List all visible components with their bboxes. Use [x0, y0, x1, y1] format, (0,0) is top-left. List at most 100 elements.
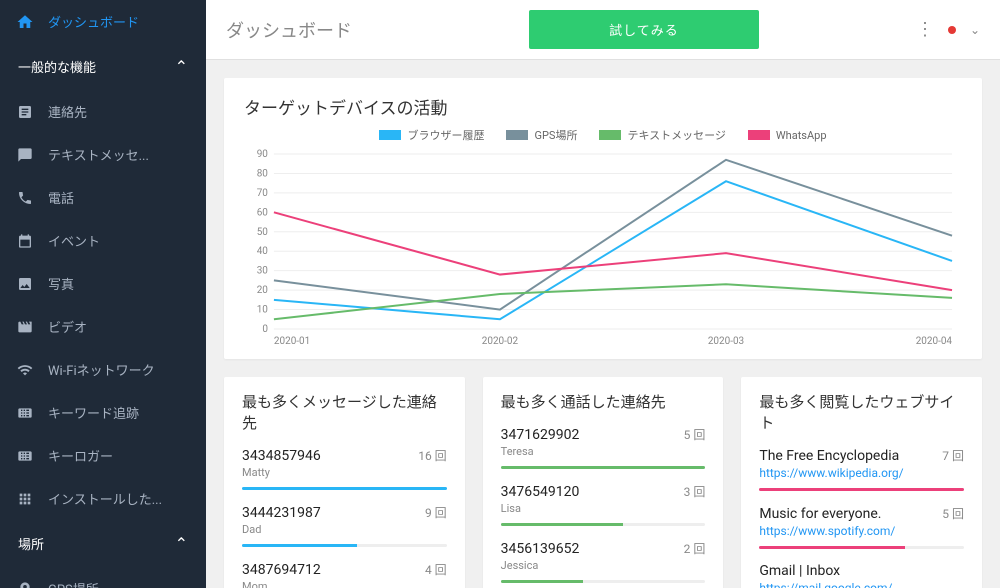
item-bar	[242, 487, 447, 490]
item-main: Music for everyone.	[759, 506, 881, 522]
item-sub: Mom	[242, 580, 447, 588]
legend-swatch	[599, 130, 621, 140]
legend-item: ブラウザー履歴	[379, 127, 484, 143]
legend-label: GPS場所	[534, 127, 577, 143]
sidebar-section-location[interactable]: 場所 ⌃	[0, 520, 206, 567]
sidebar-label: テキストメッセ...	[48, 145, 149, 164]
item-count: 5 回	[684, 426, 706, 443]
svg-text:0: 0	[262, 324, 268, 335]
chart-title: ターゲットデバイスの活動	[244, 94, 962, 119]
item-sub: Matty	[242, 466, 447, 479]
msg-icon	[16, 146, 34, 164]
phone-icon	[16, 189, 34, 207]
sidebar-item-location-0[interactable]: GPS場所	[0, 567, 206, 588]
item-main: Gmail | Inbox	[759, 563, 840, 579]
item-sub: Jessica	[501, 559, 706, 572]
item-count: 7 回	[942, 447, 964, 464]
svg-text:50: 50	[257, 227, 269, 238]
section-label: 場所	[18, 534, 44, 553]
sidebar-label: 連絡先	[48, 102, 87, 121]
svg-text:60: 60	[257, 207, 269, 218]
item-bar	[242, 544, 447, 547]
legend-item: テキストメッセージ	[599, 127, 725, 143]
sidebar-item-general-3[interactable]: イベント	[0, 219, 206, 262]
list-item: Gmail | Inbox https://mail.google.com/	[759, 563, 964, 588]
legend-label: テキストメッセージ	[627, 127, 725, 143]
main-content: ダッシュボード 試してみる ⋮ ⌄ ターゲットデバイスの活動 ブラウザー履歴 GP…	[206, 0, 1000, 588]
legend-item: WhatsApp	[748, 127, 827, 143]
item-sub: Teresa	[501, 445, 706, 458]
legend-swatch	[379, 130, 401, 140]
item-count: 3 回	[684, 483, 706, 500]
sidebar-item-general-7[interactable]: キーワード追跡	[0, 391, 206, 434]
list-item: 3434857946 16 回 Matty	[242, 447, 447, 490]
svg-text:30: 30	[257, 266, 269, 277]
legend-item: GPS場所	[506, 127, 577, 143]
list-item: 34716299025 回Teresa	[501, 426, 706, 469]
sidebar-label: キーワード追跡	[48, 403, 139, 422]
sidebar-item-general-4[interactable]: 写真	[0, 262, 206, 305]
item-link[interactable]: https://mail.google.com/	[759, 581, 964, 588]
svg-text:2020-01: 2020-01	[274, 336, 310, 347]
item-main: 3444231987	[242, 505, 321, 521]
item-count: 4 回	[425, 561, 447, 578]
item-link[interactable]: https://www.spotify.com/	[759, 524, 964, 538]
item-main: 3434857946	[242, 448, 321, 464]
svg-text:40: 40	[257, 246, 269, 257]
item-count: 2 回	[684, 540, 706, 557]
item-bar	[759, 488, 964, 491]
home-icon	[16, 13, 34, 31]
status-dot-icon	[948, 26, 956, 34]
panel-title: 最も多くメッセージした連絡先	[242, 391, 447, 433]
svg-text:70: 70	[257, 188, 269, 199]
item-main: 3456139652	[501, 541, 580, 557]
svg-text:2020-04: 2020-04	[916, 336, 953, 347]
svg-text:20: 20	[257, 285, 269, 296]
list-item: The Free Encyclopedia7 回https://www.wiki…	[759, 447, 964, 491]
sidebar-item-general-0[interactable]: 連絡先	[0, 90, 206, 133]
try-button[interactable]: 試してみる	[529, 10, 759, 49]
page-title: ダッシュボード	[226, 17, 352, 43]
item-link[interactable]: https://www.wikipedia.org/	[759, 466, 964, 480]
sidebar-item-general-6[interactable]: Wi-Fiネットワーク	[0, 348, 206, 391]
item-count: 5 回	[942, 505, 964, 522]
sidebar-label: GPS場所	[48, 579, 99, 588]
sidebar-item-general-1[interactable]: テキストメッセ...	[0, 133, 206, 176]
section-label: 一般的な機能	[18, 57, 96, 76]
photo-icon	[16, 275, 34, 293]
activity-line-chart: 01020304050607080902020-012020-022020-03…	[244, 149, 962, 349]
item-sub: Dad	[242, 523, 447, 536]
sidebar-label: インストールした...	[48, 489, 162, 508]
gps-icon	[16, 580, 34, 588]
sidebar-item-general-8[interactable]: キーロガー	[0, 434, 206, 477]
chevron-up-icon: ⌃	[175, 57, 188, 76]
stats-panel-0: 最も多くメッセージした連絡先 3434857946 16 回 Matty 3444231…	[224, 377, 465, 588]
video-icon	[16, 318, 34, 336]
item-count: 16 回	[418, 447, 446, 464]
sidebar-label: キーロガー	[48, 446, 113, 465]
svg-text:2020-03: 2020-03	[708, 336, 744, 347]
item-bar	[501, 523, 706, 526]
sidebar-item-general-2[interactable]: 電話	[0, 176, 206, 219]
item-bar	[759, 546, 964, 549]
list-item: 3456139652 2 回 Jessica	[501, 540, 706, 583]
keylog-icon	[16, 447, 34, 465]
sidebar-label: 写真	[48, 274, 74, 293]
stats-panel-2: 最も多く閲覧したウェブサイトThe Free Encyclopedia7 回ht…	[741, 377, 982, 588]
item-main: 3487694712	[242, 562, 321, 578]
sidebar-label: 電話	[48, 188, 74, 207]
sidebar: ダッシュボード 一般的な機能 ⌃ 連絡先テキストメッセ... 電話イベント写真ビデ…	[0, 0, 206, 588]
stats-panel-1: 最も多く通話した連絡先34716299025 回Teresa3476549120…	[483, 377, 724, 588]
sidebar-item-general-9[interactable]: インストールした...	[0, 477, 206, 520]
content-scroll: ターゲットデバイスの活動 ブラウザー履歴 GPS場所 テキストメッセージ WhatsA…	[206, 60, 1000, 588]
chart-legend: ブラウザー履歴 GPS場所 テキストメッセージ WhatsApp	[244, 127, 962, 143]
item-count: 9 回	[425, 504, 447, 521]
chevron-down-icon[interactable]: ⌄	[970, 23, 980, 37]
sidebar-item-general-5[interactable]: ビデオ	[0, 305, 206, 348]
item-main: 3476549120	[501, 484, 580, 500]
activity-chart-card: ターゲットデバイスの活動 ブラウザー履歴 GPS場所 テキストメッセージ WhatsA…	[224, 78, 982, 359]
event-icon	[16, 232, 34, 250]
more-icon[interactable]: ⋮	[916, 19, 934, 40]
sidebar-section-general[interactable]: 一般的な機能 ⌃	[0, 43, 206, 90]
sidebar-item-dashboard[interactable]: ダッシュボード	[0, 0, 206, 43]
